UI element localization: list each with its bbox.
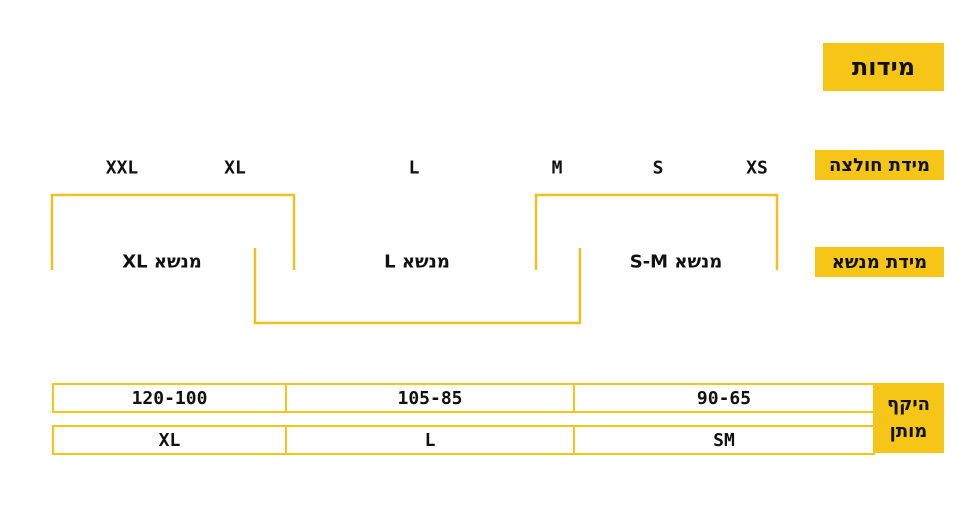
- carrier-size: מנשא XL: [122, 251, 202, 273]
- shirt-size-label: מידת חולצה: [815, 150, 944, 180]
- waist-size: SM: [573, 425, 875, 455]
- shirt-size: XL: [224, 157, 246, 179]
- carrier-size: מנשא S-M: [629, 251, 723, 273]
- waist-size: XL: [52, 425, 287, 455]
- title: מידות: [823, 43, 944, 91]
- bracket: [50, 193, 296, 270]
- waist-range: 120-100: [52, 383, 287, 413]
- bracket: [253, 248, 582, 325]
- shirt-size: XS: [746, 157, 768, 179]
- carrier-size-label: מידת מנשא: [815, 247, 944, 277]
- waist-size: L: [285, 425, 575, 455]
- shirt-size: L: [408, 157, 420, 179]
- bracket: [534, 193, 779, 270]
- shirt-size: M: [551, 157, 563, 179]
- carrier-size: מנשא L: [384, 251, 450, 273]
- waist-range: 105-85: [285, 383, 575, 413]
- shirt-size: XXL: [105, 157, 139, 179]
- waist-label: היקף מותן: [873, 383, 944, 453]
- waist-range: 90-65: [573, 383, 875, 413]
- shirt-size: S: [652, 157, 664, 179]
